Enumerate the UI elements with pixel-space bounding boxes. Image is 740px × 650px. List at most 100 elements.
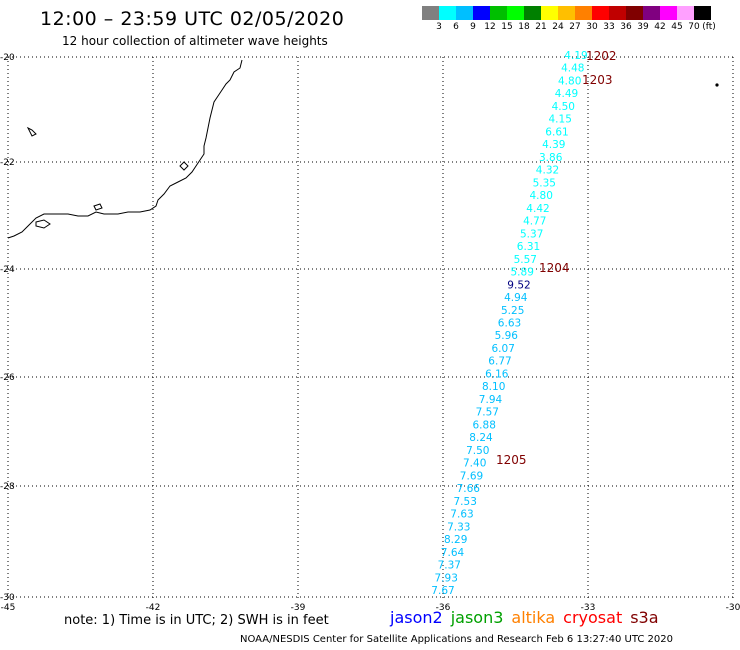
swh-value: 4.39 (542, 139, 565, 151)
swh-value: 6.16 (485, 369, 509, 381)
swh-value: 4.80 (558, 76, 581, 88)
legend-tick-label: 24 (552, 22, 564, 32)
swh-value: 4.50 (552, 101, 575, 113)
swh-value: 6.77 (488, 356, 511, 368)
swh-value: 6.63 (498, 318, 521, 330)
satellite-legend: jason2 jason3 altika cryosat s3a (390, 608, 667, 627)
legend-swatch (626, 6, 643, 20)
pass-time-labels: 1202 1203 1204 1205 (496, 49, 617, 467)
swh-value: 5.96 (495, 330, 519, 342)
swh-value: 8.29 (444, 534, 467, 546)
lat-tick-label: -24 (0, 265, 15, 275)
swh-value: 4.77 (523, 216, 546, 228)
offshore-island-dot (715, 83, 719, 87)
legend-tick-label: 42 (654, 22, 666, 32)
axis-labels: -45 -42 -39 -36 -33 -30 -20 -22 -24 -26 -28 -30 (0, 53, 740, 613)
lon-tick-label: -42 (146, 603, 161, 613)
lon-tick-label: -33 (581, 603, 596, 613)
swh-value: 5.25 (501, 305, 524, 317)
coastline-bay (35, 219, 51, 229)
swh-value: 9.52 (507, 279, 530, 291)
map-title: 12:00 – 23:59 UTC 02/05/2020 (40, 8, 345, 30)
swh-value: 6.88 (473, 419, 496, 431)
lat-tick-label: -22 (0, 158, 15, 168)
swh-value: 4.19 (564, 50, 587, 62)
legend-tick-label: 33 (603, 22, 615, 32)
swh-value: 5.37 (520, 228, 543, 240)
coastline (7, 59, 243, 239)
legend-swatch (592, 6, 609, 20)
satellite-name: cryosat (563, 608, 623, 627)
legend-tick-label: 18 (518, 22, 530, 32)
swh-value: 4.32 (536, 165, 559, 177)
legend-swatch (507, 6, 524, 20)
legend-swatch (575, 6, 592, 20)
swh-value: 4.94 (504, 292, 528, 304)
swh-value: 8.24 (469, 432, 493, 444)
legend-swatch (643, 6, 660, 20)
swh-value: 5.89 (511, 267, 534, 279)
legend-swatch (490, 6, 507, 20)
island-small (93, 203, 103, 211)
pass-time-label: 1204 (539, 261, 570, 275)
legend-tick-label: 30 (586, 22, 598, 32)
swh-value: 7.64 (441, 547, 465, 559)
satellite-name: altika (511, 608, 556, 627)
legend-tick-label: 15 (501, 22, 513, 32)
swh-value: 7.93 (435, 572, 458, 584)
legend-tick-label: 9 (470, 22, 476, 32)
swh-value: 7.53 (454, 496, 477, 508)
swh-value: 5.35 (533, 177, 556, 189)
legend-swatch (609, 6, 626, 20)
swh-value: 4.80 (530, 190, 553, 202)
swh-value: 7.33 (447, 521, 470, 533)
pass-time-label: 1202 (586, 49, 617, 63)
lon-tick-label: -36 (436, 603, 451, 613)
swh-value: 7.63 (450, 509, 473, 521)
lon-tick-label: -30 (726, 603, 740, 613)
swh-value: 7.40 (463, 458, 486, 470)
legend-swatch (541, 6, 558, 20)
swh-value: 7.94 (479, 394, 503, 406)
lat-tick-label: -30 (0, 593, 15, 603)
lat-tick-label: -26 (0, 373, 15, 383)
legend-swatch (677, 6, 694, 20)
lat-tick-label: -28 (0, 482, 15, 492)
swh-value: 6.61 (545, 126, 568, 138)
lat-lon-grid (7, 56, 734, 600)
color-scale-bar (422, 6, 711, 20)
satellite-name: jason3 (450, 608, 504, 627)
swh-value: 7.69 (460, 470, 483, 482)
altimeter-track: 4.194.484.804.494.504.156.614.393.864.32… (431, 50, 587, 597)
swh-value: 3.86 (539, 152, 563, 164)
legend-swatch (524, 6, 541, 20)
swh-value: 5.57 (514, 254, 537, 266)
legend-swatch (660, 6, 677, 20)
legend-tick-label: 45 (671, 22, 683, 32)
swh-value: 8.10 (482, 381, 505, 393)
satellite-name: jason2 (390, 608, 443, 627)
swh-value: 4.49 (555, 88, 578, 100)
island-north (26, 126, 37, 137)
legend-tick-label: 36 (620, 22, 632, 32)
lon-tick-label: -45 (1, 603, 16, 613)
swh-value: 7.67 (431, 585, 454, 597)
credit-line: NOAA/NESDIS Center for Satellite Applica… (240, 634, 673, 645)
footnote: note: 1) Time is in UTC; 2) SWH is in fe… (64, 613, 329, 628)
legend-swatch (558, 6, 575, 20)
satellite-name: s3a (630, 608, 659, 627)
legend-tick-label: 27 (569, 22, 581, 32)
legend-tick-label: 70 (688, 22, 700, 32)
legend-unit: (ft) (702, 22, 716, 32)
swh-value: 4.48 (561, 63, 584, 75)
swh-value: 7.37 (438, 560, 461, 572)
swh-value: 6.07 (492, 343, 515, 355)
map-subtitle: 12 hour collection of altimeter wave hei… (62, 34, 328, 48)
legend-tick-label: 12 (484, 22, 496, 32)
legend-tick-label: 6 (453, 22, 459, 32)
swh-value: 7.57 (476, 407, 499, 419)
legend-swatch (422, 6, 439, 20)
legend-swatch (473, 6, 490, 20)
lon-tick-label: -39 (291, 603, 306, 613)
